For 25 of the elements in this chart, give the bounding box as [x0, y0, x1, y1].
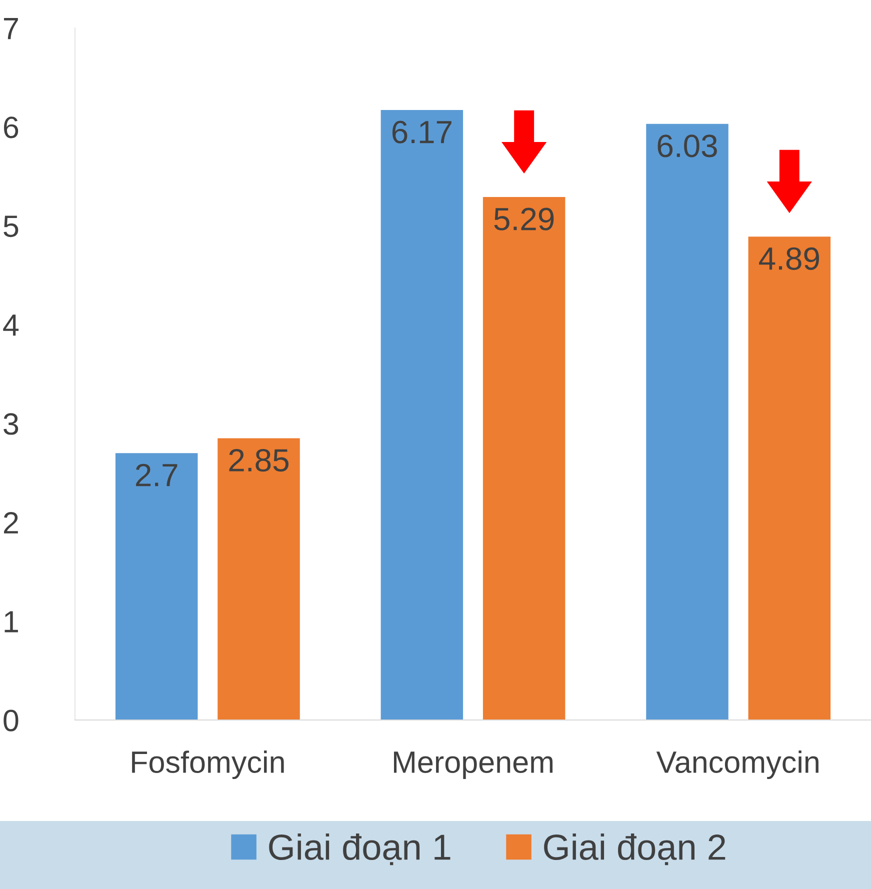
- x-tick-label: Fosfomycin: [132, 750, 284, 780]
- data-label: 4.89: [759, 247, 819, 270]
- bar: [115, 453, 198, 720]
- data-label: 6.17: [392, 120, 452, 144]
- data-label: 2.7: [136, 464, 178, 486]
- bar: [748, 236, 831, 720]
- y-tick-label: 4: [3, 314, 19, 336]
- x-tick-label: Vancomycin: [656, 750, 818, 780]
- data-label: 2.85: [229, 448, 288, 472]
- bar: [646, 124, 728, 720]
- legend-label: Giai đoạn 2: [544, 834, 726, 866]
- data-label: 5.29: [494, 208, 554, 230]
- y-tick-label: 1: [4, 611, 18, 632]
- legend-label: Giai đoạn 1: [269, 834, 450, 866]
- bar: [380, 110, 464, 720]
- bar: [218, 438, 300, 720]
- y-tick-label: 0: [4, 710, 18, 732]
- data-label: 6.03: [658, 134, 717, 158]
- y-tick-label: 6: [4, 116, 18, 138]
- y-tick-label: 3: [4, 413, 18, 435]
- y-tick-label: 7: [4, 18, 18, 40]
- y-tick-label: 5: [4, 216, 18, 238]
- y-tick-label: 2: [4, 512, 18, 534]
- x-tick-label: Meropenem: [394, 752, 553, 780]
- bar: [482, 197, 566, 720]
